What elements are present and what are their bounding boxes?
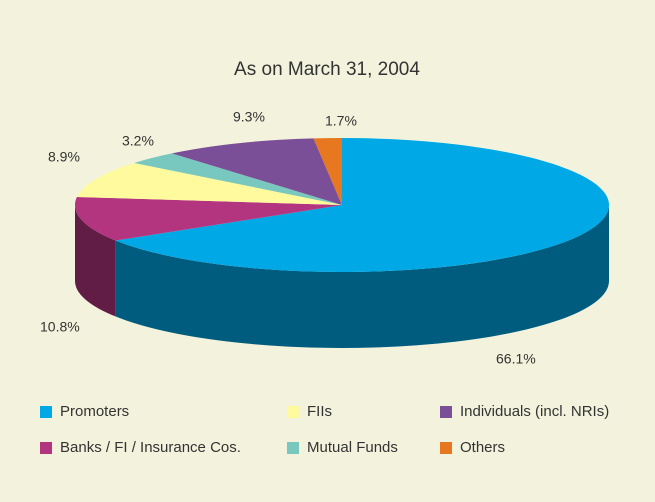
value-label: 8.9% bbox=[48, 149, 80, 165]
legend-swatch bbox=[287, 442, 299, 454]
legend-label: Mutual Funds bbox=[307, 439, 398, 456]
value-label: 1.7% bbox=[325, 113, 357, 129]
legend-label: Promoters bbox=[60, 403, 129, 420]
value-label: 3.2% bbox=[122, 133, 154, 149]
value-label: 9.3% bbox=[233, 109, 265, 125]
chart-title: As on March 31, 2004 bbox=[234, 59, 420, 80]
slice bbox=[313, 138, 342, 205]
legend-swatch bbox=[440, 406, 452, 418]
slice bbox=[115, 138, 610, 272]
legend-swatch bbox=[40, 442, 52, 454]
value-label: 10.8% bbox=[40, 319, 80, 335]
slice bbox=[134, 153, 342, 205]
legend-label: Individuals (incl. NRIs) bbox=[460, 403, 609, 420]
legend-swatch bbox=[440, 442, 452, 454]
legend-swatch bbox=[40, 406, 52, 418]
legend-label: Others bbox=[460, 439, 505, 456]
value-label: 66.1% bbox=[496, 351, 536, 367]
slice bbox=[171, 138, 342, 205]
legend-swatch bbox=[287, 406, 299, 418]
legend-label: Banks / FI / Insurance Cos. bbox=[60, 439, 241, 456]
slice-side bbox=[115, 205, 610, 348]
slice bbox=[76, 162, 343, 205]
slice bbox=[75, 197, 342, 241]
legend-label: FIIs bbox=[307, 403, 332, 420]
slice-side bbox=[75, 205, 116, 317]
